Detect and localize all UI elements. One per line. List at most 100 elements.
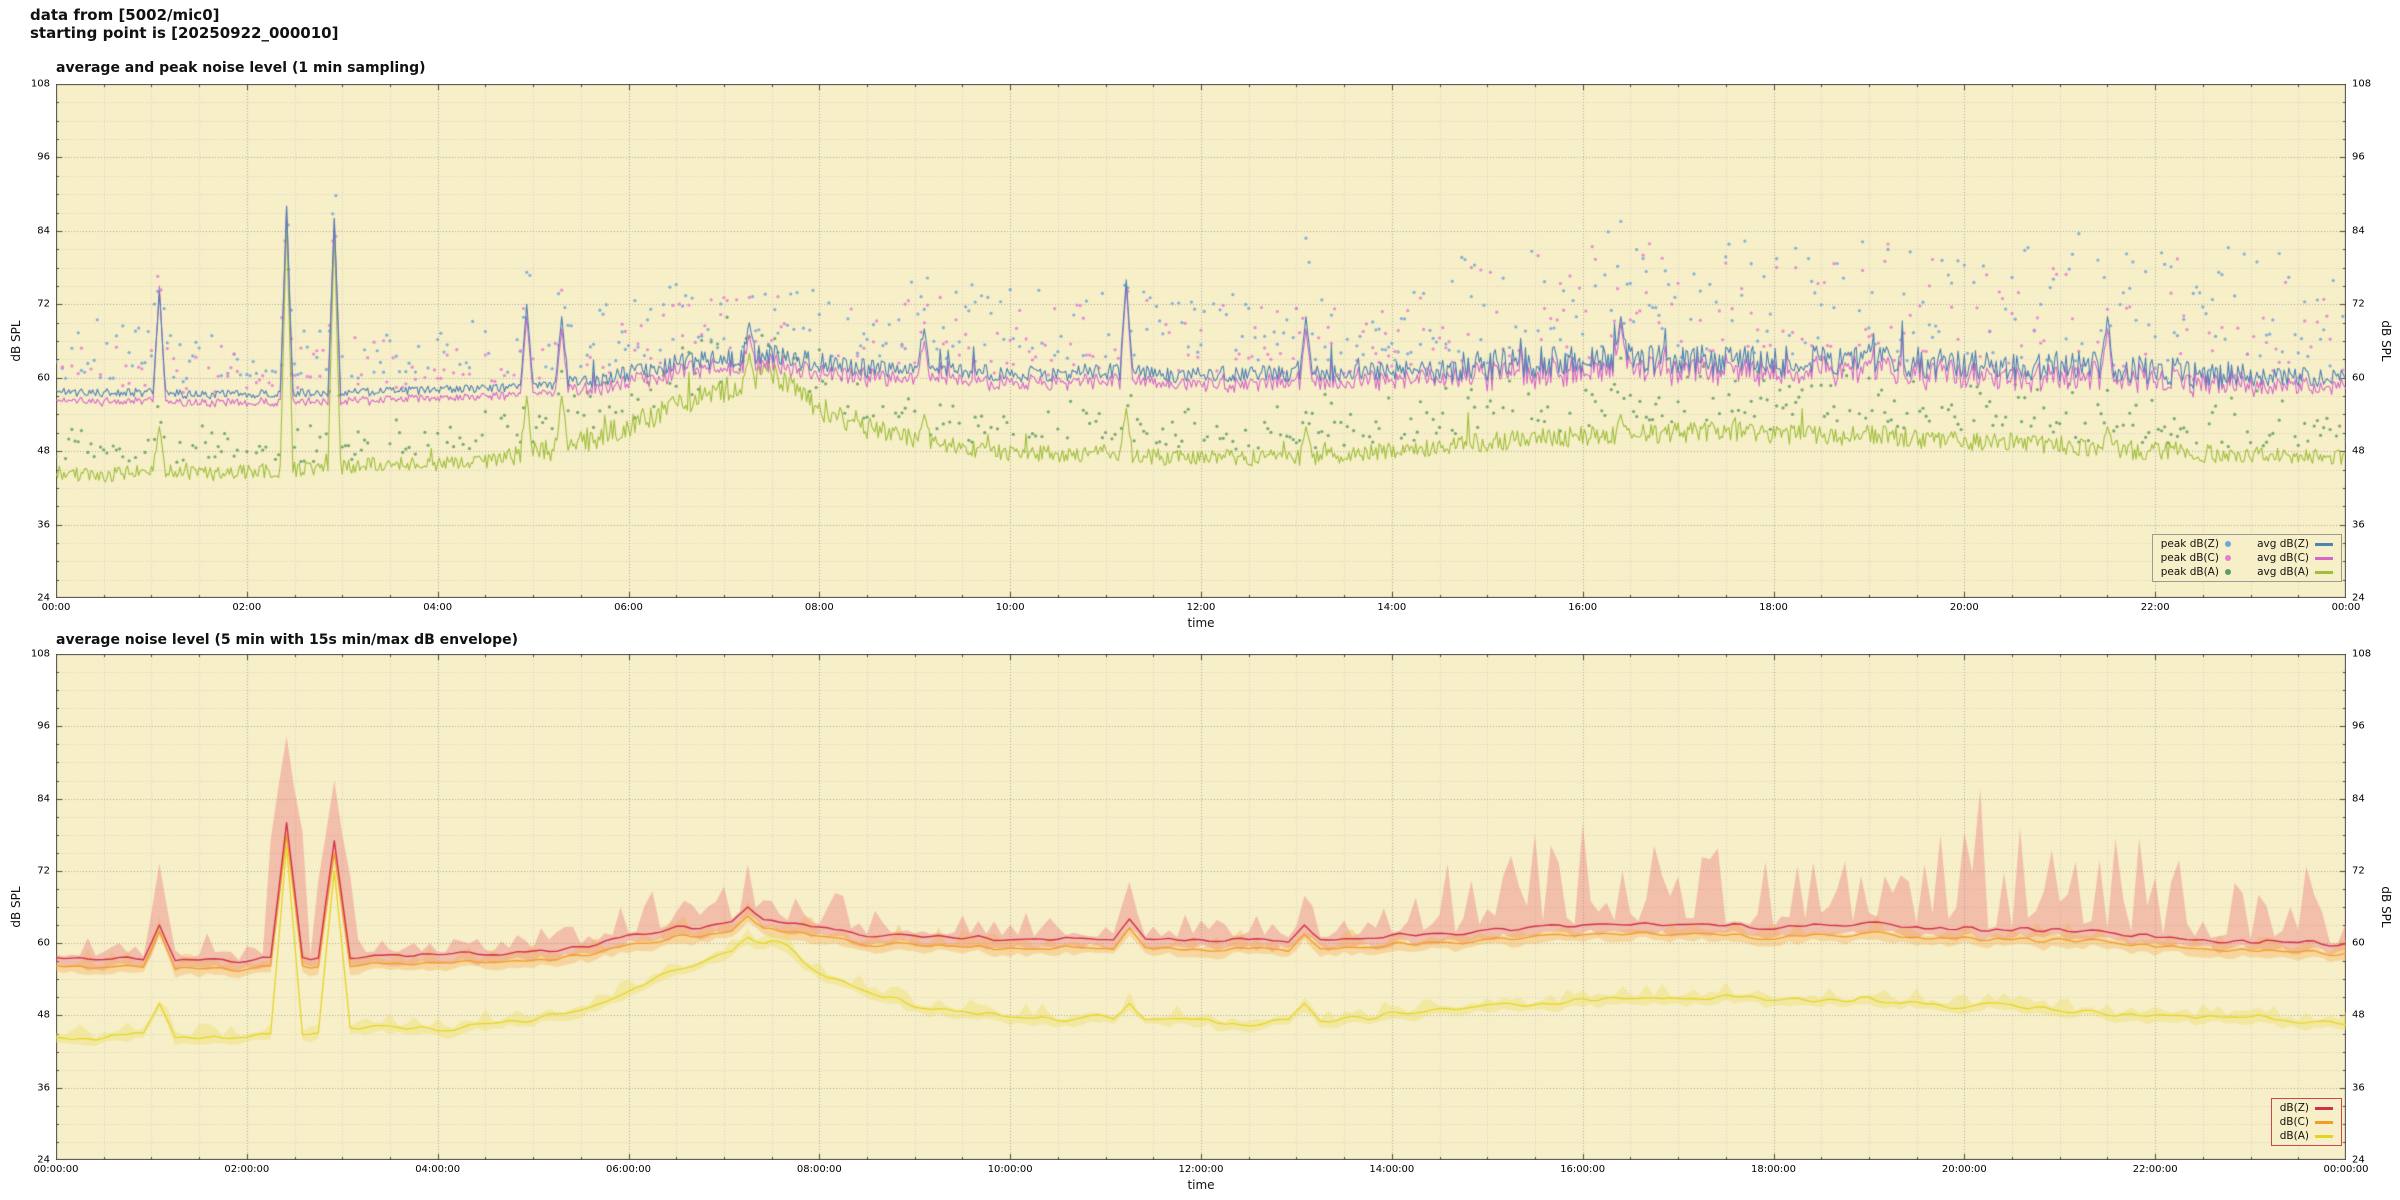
chart1-xlabel: time — [1187, 616, 1215, 630]
x-tick-label: 00:00 — [41, 602, 71, 613]
y-tick-label-left: 108 — [30, 648, 50, 660]
y-tick-label-left: 72 — [37, 298, 50, 310]
y-tick-label-left: 96 — [37, 151, 50, 163]
y-tick-label-right: 108 — [2352, 648, 2372, 660]
legend-item: peak dB(Z) — [2161, 538, 2231, 550]
x-tick-label: 14:00 — [1377, 602, 1407, 613]
x-tick-label: 06:00 — [614, 602, 643, 613]
legend-line-marker — [2315, 1134, 2333, 1138]
legend-label: peak dB(A) — [2160, 566, 2219, 578]
y-tick-label-left: 36 — [37, 1082, 50, 1094]
y-tick-label-left: 60 — [37, 937, 50, 949]
legend-item: avg dB(A) — [2257, 566, 2333, 578]
chart2-plot-canvas — [56, 654, 2346, 1160]
y-tick-label-left: 60 — [37, 372, 50, 384]
legend-line-marker — [2315, 1120, 2333, 1124]
legend-item: avg dB(Z) — [2257, 538, 2333, 550]
legend-item: dB(C) — [2280, 1116, 2333, 1128]
x-tick-label: 00:00:00 — [2323, 1164, 2369, 1175]
y-tick-label-left: 108 — [30, 78, 50, 90]
legend-label: dB(C) — [2279, 1116, 2309, 1128]
chart1-plot-canvas — [56, 84, 2346, 598]
legend-line-marker — [2315, 542, 2333, 546]
legend-item: peak dB(C) — [2161, 552, 2231, 564]
chart1-ylabel-right: dB SPL — [2379, 320, 2393, 362]
y-tick-label-right: 72 — [2352, 298, 2365, 310]
legend-label: peak dB(Z) — [2160, 538, 2219, 550]
y-tick-label-right: 96 — [2352, 720, 2365, 732]
legend-label: avg dB(C) — [2256, 552, 2309, 564]
chart2-xlabel: time — [1187, 1178, 1215, 1192]
chart2-ylabel-right: dB SPL — [2379, 886, 2393, 928]
x-tick-label: 00:00 — [2331, 602, 2361, 613]
x-tick-label: 18:00:00 — [1751, 1164, 1796, 1175]
chart1-legend: peak dB(Z) peak dB(C) peak dB(A) avg dB(Z) a… — [2151, 534, 2342, 582]
legend-line-marker — [2315, 1106, 2333, 1110]
y-tick-label-left: 96 — [37, 720, 50, 732]
legend-item: dB(A) — [2280, 1130, 2333, 1142]
x-tick-label: 22:00:00 — [2132, 1164, 2178, 1175]
x-tick-label: 16:00 — [1568, 602, 1598, 613]
legend-dot-marker — [2224, 569, 2231, 575]
x-tick-label: 10:00 — [995, 602, 1025, 613]
chart1-title: average and peak noise level (1 min samp… — [56, 60, 426, 76]
x-tick-label: 12:00:00 — [1178, 1164, 1224, 1175]
x-tick-label: 04:00:00 — [415, 1164, 461, 1175]
y-tick-label-right: 60 — [2352, 372, 2365, 384]
legend-label: dB(Z) — [2279, 1102, 2309, 1114]
y-tick-label-left: 84 — [37, 793, 50, 805]
legend-item: peak dB(A) — [2161, 566, 2231, 578]
legend-dot-marker — [2224, 555, 2231, 561]
y-tick-label-right: 36 — [2352, 519, 2365, 531]
legend-item: avg dB(C) — [2257, 552, 2333, 564]
chart2-ylabel-left: dB SPL — [9, 886, 23, 928]
x-tick-label: 12:00 — [1186, 602, 1216, 613]
y-tick-label-right: 84 — [2352, 225, 2365, 237]
y-tick-label-right: 72 — [2352, 865, 2365, 877]
legend-line-marker — [2315, 556, 2333, 560]
y-tick-label-right: 48 — [2352, 1009, 2365, 1021]
y-tick-label-right: 60 — [2352, 937, 2365, 949]
chart2-title: average noise level (5 min with 15s min/… — [56, 632, 519, 648]
legend-dot-marker — [2224, 541, 2231, 547]
y-tick-label-left: 36 — [37, 519, 50, 531]
y-tick-label-left: 72 — [37, 865, 50, 877]
x-tick-label: 08:00 — [804, 602, 834, 613]
chart2-legend: dB(Z) dB(C) dB(A) — [2270, 1098, 2342, 1146]
header-line-2: starting point is [20250922_000010] — [30, 24, 339, 42]
legend-item: dB(Z) — [2280, 1102, 2333, 1114]
x-tick-label: 02:00:00 — [224, 1164, 270, 1175]
legend-label: avg dB(Z) — [2257, 538, 2309, 550]
x-tick-label: 20:00:00 — [1941, 1164, 1987, 1175]
legend-label: peak dB(C) — [2160, 552, 2219, 564]
header-line-1: data from [5002/mic0] — [30, 6, 220, 24]
x-tick-label: 02:00 — [232, 602, 262, 613]
y-tick-label-left: 48 — [37, 1009, 50, 1021]
y-tick-label-right: 108 — [2352, 78, 2372, 90]
y-tick-label-right: 24 — [2352, 592, 2365, 604]
y-tick-label-left: 48 — [37, 445, 50, 457]
y-tick-label-right: 48 — [2352, 445, 2365, 457]
x-tick-label: 10:00:00 — [987, 1164, 1033, 1175]
y-tick-label-right: 36 — [2352, 1082, 2365, 1094]
x-tick-label: 08:00:00 — [796, 1164, 842, 1175]
y-tick-label-left: 24 — [37, 592, 50, 604]
x-tick-label: 18:00 — [1759, 602, 1788, 613]
y-tick-label-left: 24 — [37, 1154, 50, 1166]
legend-label: avg dB(A) — [2257, 566, 2309, 578]
y-tick-label-right: 84 — [2352, 793, 2365, 805]
x-tick-label: 14:00:00 — [1369, 1164, 1415, 1175]
x-tick-label: 06:00:00 — [606, 1164, 651, 1175]
legend-line-marker — [2315, 570, 2333, 574]
chart1-ylabel-left: dB SPL — [9, 320, 23, 362]
y-tick-label-right: 96 — [2352, 151, 2365, 163]
x-tick-label: 16:00:00 — [1560, 1164, 1606, 1175]
x-tick-label: 04:00 — [423, 602, 453, 613]
y-tick-label-left: 84 — [37, 225, 50, 237]
y-tick-label-right: 24 — [2352, 1154, 2365, 1166]
x-tick-label: 00:00:00 — [33, 1164, 79, 1175]
x-tick-label: 22:00 — [2140, 602, 2170, 613]
x-tick-label: 20:00 — [1949, 602, 1979, 613]
legend-label: dB(A) — [2279, 1130, 2309, 1142]
